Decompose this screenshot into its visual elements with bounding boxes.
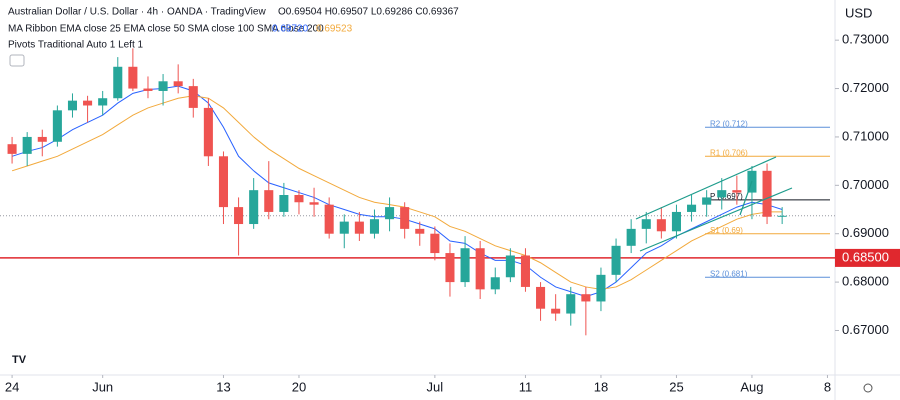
candle-body: [732, 190, 742, 193]
y-tick-label: 0.73000: [842, 32, 889, 47]
candle-body: [520, 255, 530, 287]
candle-body: [37, 136, 47, 142]
candle-body: [475, 248, 485, 290]
candle-body: [671, 211, 681, 232]
x-tick-label: 13: [216, 379, 230, 394]
logo: TV: [12, 354, 27, 366]
candle-body: [67, 100, 78, 111]
candle-body: [324, 204, 334, 234]
candle-body: [294, 195, 304, 203]
candle-body: [249, 190, 259, 225]
y-tick-label: 0.70000: [842, 177, 889, 192]
pivot-label: S1 (0.69): [710, 226, 743, 235]
candle-body: [702, 197, 712, 205]
x-tick-label: 20: [292, 379, 306, 394]
candle-body: [128, 66, 138, 89]
x-tick-label: 24: [5, 379, 19, 394]
indicator-label: MA Ribbon EMA close 25 EMA close 50 SMA …: [8, 24, 324, 35]
y-tick-label: 0.72000: [842, 80, 889, 95]
candle-body: [339, 221, 349, 234]
candle-body: [113, 66, 123, 99]
channel-handle: [739, 180, 753, 216]
pivot-label: R2 (0.712): [710, 119, 748, 128]
candle-body: [566, 294, 576, 314]
channel-upper: [635, 156, 777, 220]
candle-body: [777, 215, 787, 217]
candle-body: [551, 308, 561, 314]
candle-body: [445, 253, 455, 283]
candle-body: [626, 228, 636, 246]
x-tick-label: 8: [824, 379, 831, 394]
candle-body: [460, 248, 470, 283]
candle-body: [188, 86, 198, 108]
currency-label[interactable]: USD: [845, 5, 872, 20]
candle-body: [400, 207, 410, 229]
x-tick-label: 11: [519, 379, 533, 394]
candle-body: [596, 274, 606, 302]
candle-body: [385, 207, 395, 220]
channel-lower: [639, 187, 793, 252]
candle-body: [52, 110, 62, 142]
x-tick-label: 18: [594, 379, 608, 394]
indicator-value: 0.69523: [316, 24, 353, 35]
candle-body: [22, 136, 32, 154]
settings-icon[interactable]: [863, 383, 873, 393]
candle-body: [430, 233, 440, 254]
pivot-label: S2 (0.681): [710, 269, 748, 278]
y-tick-label: 0.67000: [842, 322, 889, 337]
candle-body: [309, 202, 319, 205]
candle-body: [218, 156, 229, 208]
candle-body: [641, 219, 651, 229]
candle-body: [762, 170, 772, 217]
moving-average: [11, 85, 783, 298]
candle-body: [656, 219, 666, 232]
candle-body: [83, 100, 93, 106]
y-tick-label: 0.69000: [842, 225, 889, 240]
candle-body: [279, 195, 289, 212]
moving-average: [11, 95, 783, 290]
candle-body: [354, 221, 364, 234]
pivot-label: P (0.697): [710, 192, 743, 201]
candle-body: [158, 81, 168, 91]
indicator-label: Pivots Traditional Auto 1 Left 1: [8, 40, 144, 51]
x-tick-label: Jul: [427, 379, 444, 394]
level-label: 0.68500: [842, 249, 889, 264]
chart-title: Australian Dollar / U.S. Dollar · 4h · O…: [8, 7, 266, 18]
candle-body: [143, 88, 153, 91]
candle-body: [173, 81, 183, 87]
x-tick-label: 25: [669, 379, 683, 394]
x-tick-label: Jun: [92, 379, 113, 394]
plot-area: R2 (0.712) R1 (0.706) P (0.697) S1 (0.69) S2…: [0, 48, 835, 336]
candle-body: [7, 144, 17, 154]
candle-body: [234, 207, 244, 225]
candle-body: [490, 277, 500, 290]
candle-body: [717, 190, 727, 198]
candle-body: [415, 228, 425, 234]
candle-body: [611, 245, 621, 275]
collapse-button[interactable]: [9, 54, 25, 67]
pivot-label: R1 (0.706): [710, 148, 748, 157]
ohlc-label: O0.69504 H0.69507 L0.69286 C0.69367: [278, 7, 459, 18]
candle-body: [581, 294, 591, 302]
candle-body: [505, 255, 515, 278]
level-label-box: [835, 248, 900, 267]
channel-drawing: [635, 156, 793, 252]
indicator-value: 0.69720: [272, 24, 309, 35]
candle-body: [264, 190, 274, 212]
candle-body: [203, 107, 213, 157]
candle-body: [369, 219, 379, 234]
candle-body: [687, 204, 697, 212]
x-tick-label: Aug: [740, 379, 763, 394]
y-tick-label: 0.68000: [842, 274, 889, 289]
candle-body: [536, 286, 546, 309]
y-tick-label: 0.71000: [842, 128, 889, 143]
candle-body: [98, 98, 108, 106]
